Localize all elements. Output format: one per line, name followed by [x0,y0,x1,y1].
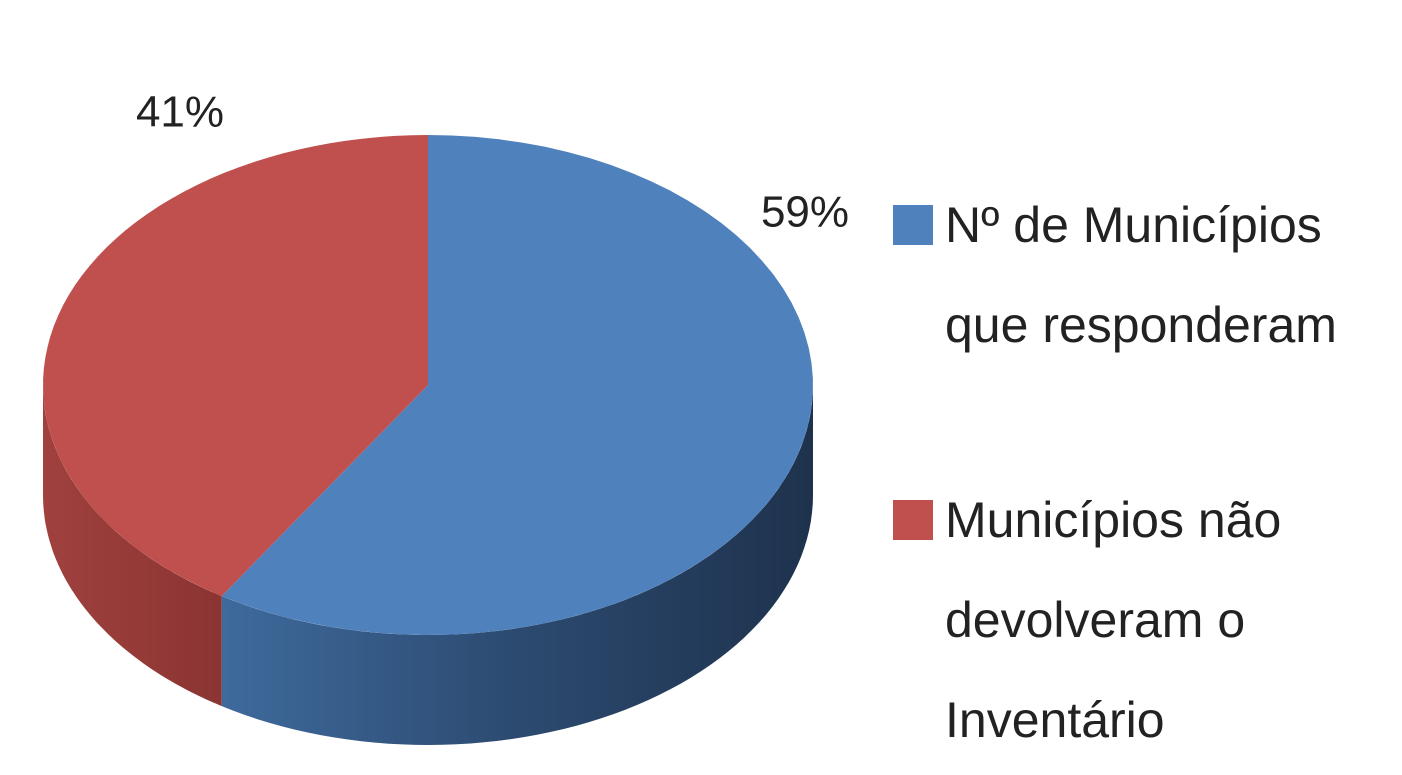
legend-label: Nº de Municípios que responderam [945,197,1337,353]
legend-item: Municípios não devolveram o Inventário [893,475,1402,775]
legend-swatch [893,205,933,245]
chart: 59% 41% [43,88,849,745]
slice-side [43,385,222,707]
slice [221,135,813,635]
legend-item: Nº de Municípios que responderam [893,180,1402,480]
data-label: 59% [761,188,849,237]
slice-side [221,385,813,745]
legend-label: Municípios não devolveram o Inventário [945,492,1282,748]
page: {"chart_data": {"type": "pie", "categori… [43,87,1402,748]
slice [43,135,428,597]
data-label: 41% [136,88,224,137]
legend-swatch [893,500,933,540]
